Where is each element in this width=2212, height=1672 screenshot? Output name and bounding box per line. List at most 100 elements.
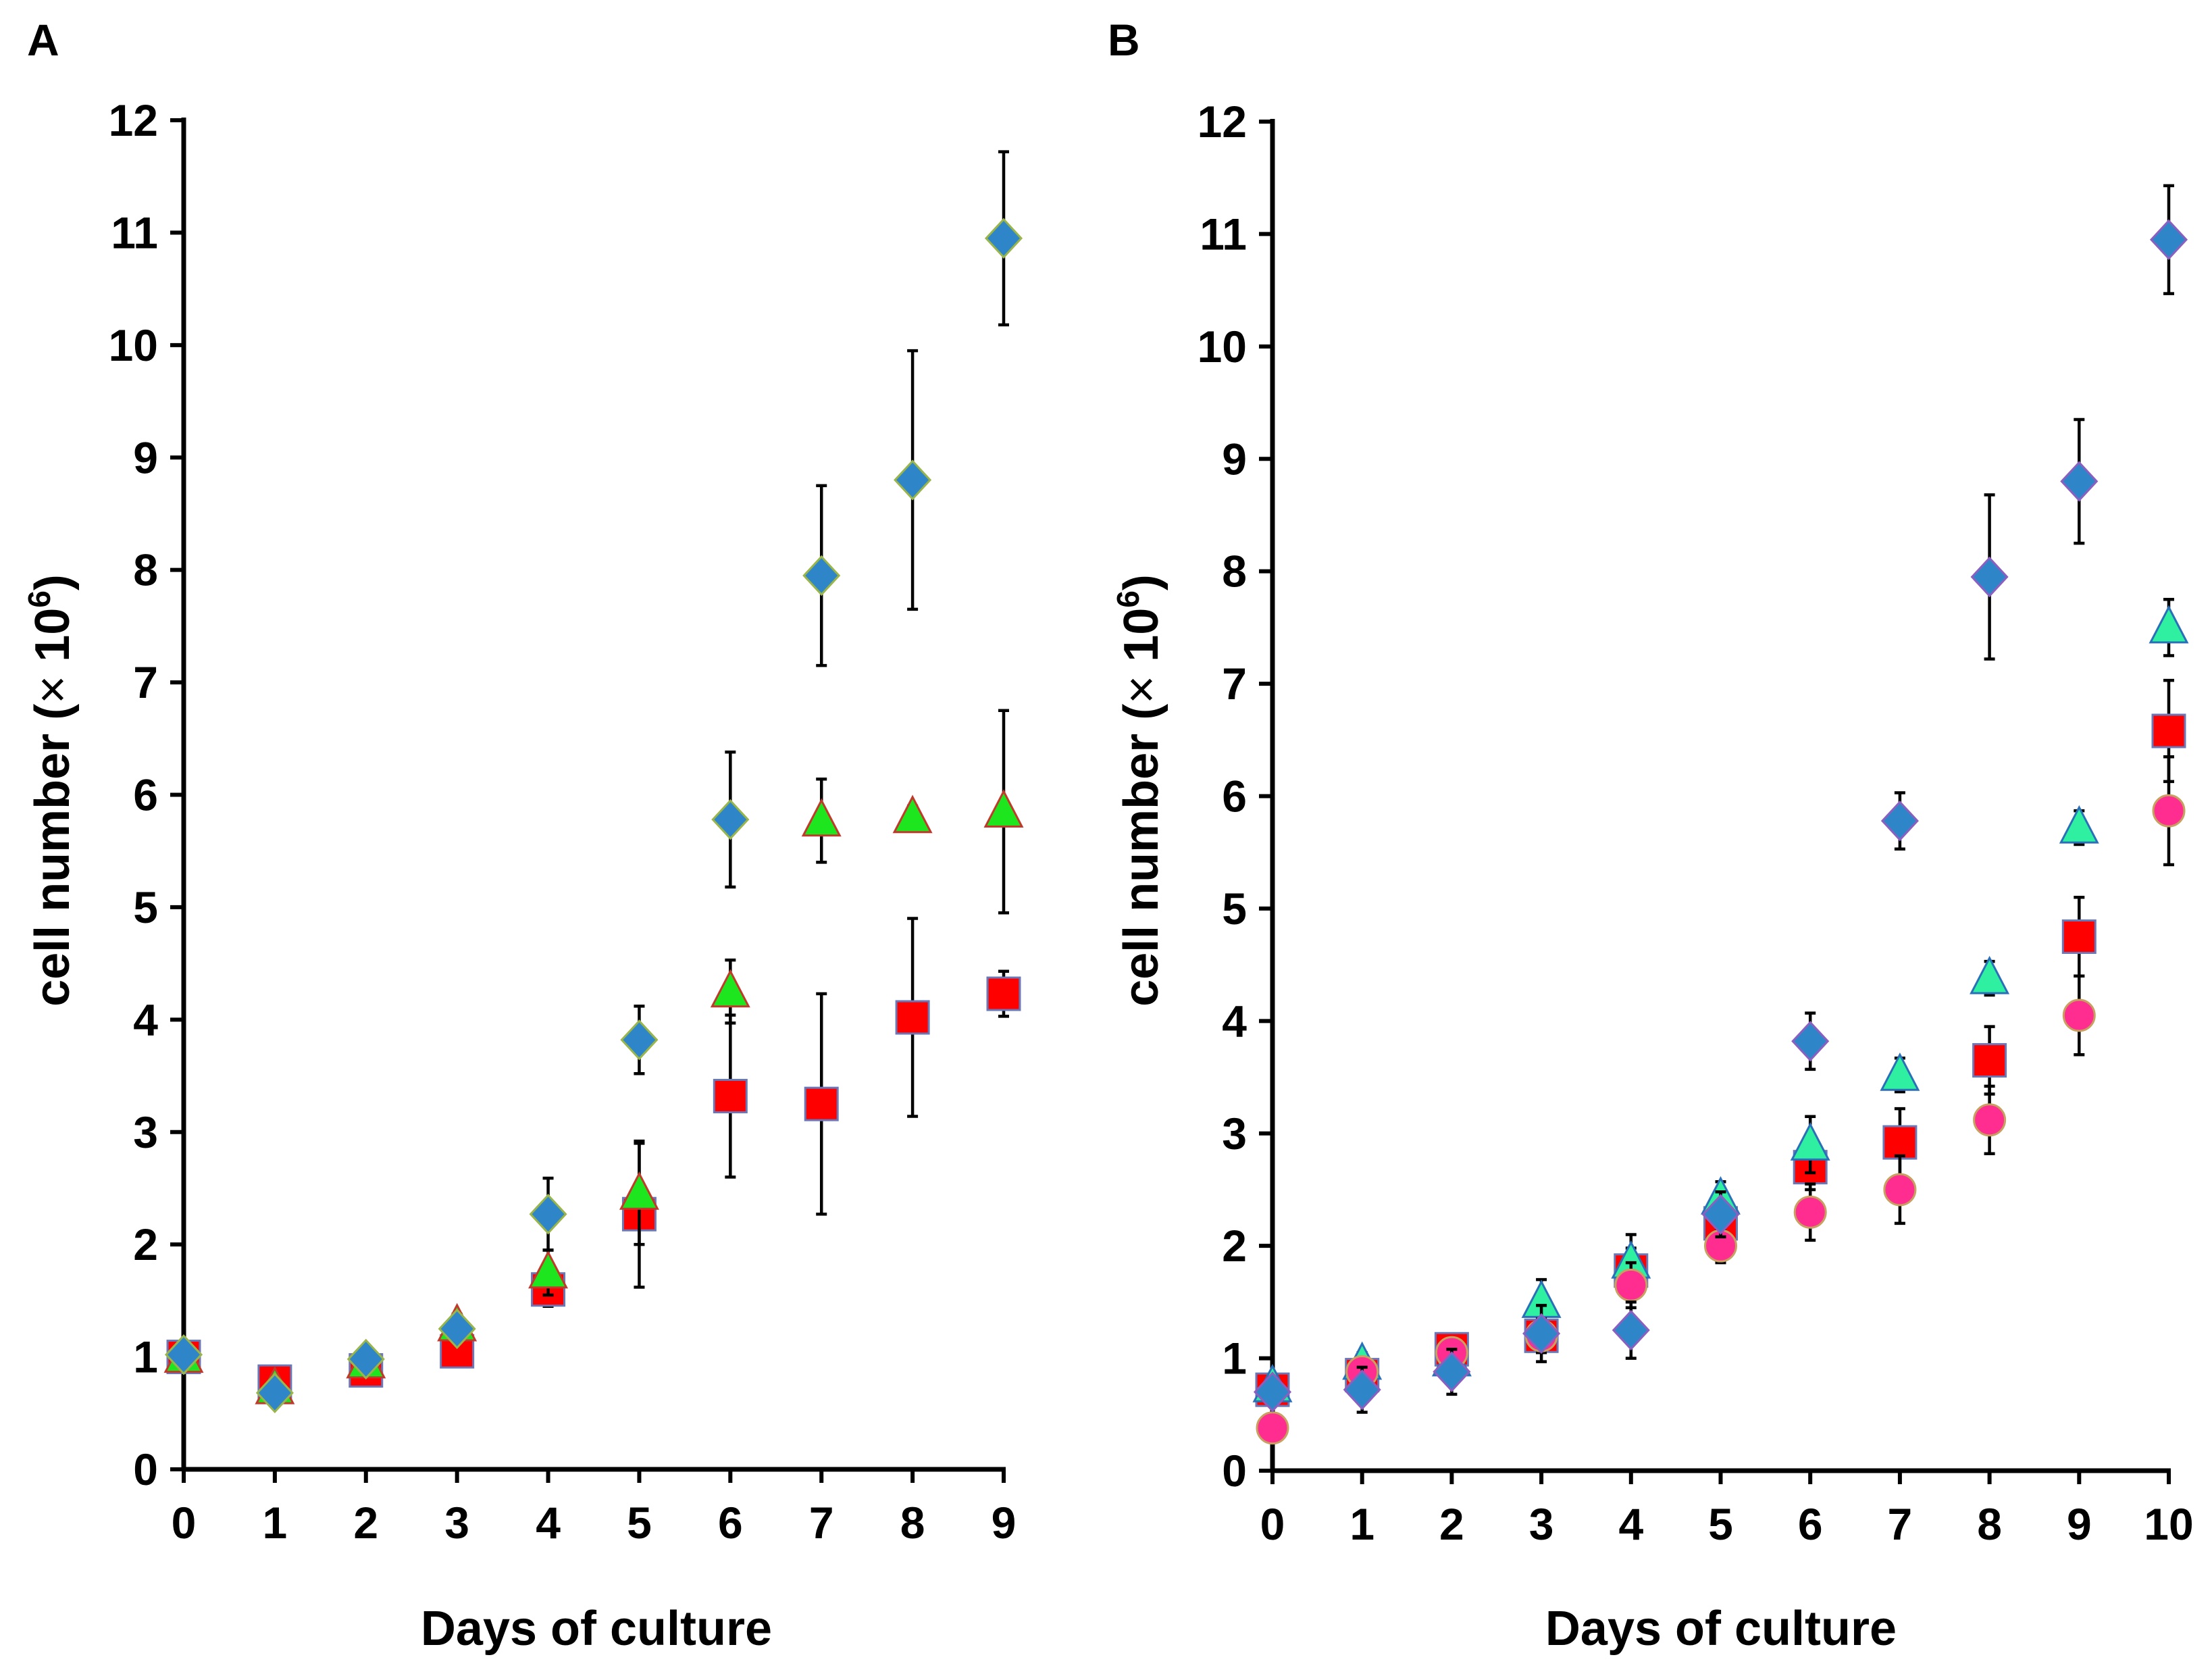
y-tick-label-a: 0	[133, 1444, 158, 1494]
y-tick-label-a: 3	[133, 1107, 158, 1157]
diamond-point-a	[620, 1019, 659, 1061]
triangle-point-b	[1970, 955, 2010, 994]
x-axis-label-a: Days of culture	[421, 1602, 772, 1656]
triangle-point-a	[983, 789, 1024, 828]
diamond-point-a	[255, 1372, 294, 1414]
y-tick-label-b: 2	[1222, 1221, 1247, 1271]
y-tick-label-a: 12	[109, 95, 158, 145]
triangle-point-b	[1880, 1052, 1920, 1091]
diamond-point-a	[894, 459, 932, 501]
diamond-point-a	[346, 1338, 385, 1380]
circle-point-b	[1973, 1103, 2007, 1137]
diamond-point-b	[1791, 1021, 1830, 1062]
y-tick-label-b: 3	[1222, 1109, 1247, 1159]
y-tick-label-b: 10	[1198, 322, 1247, 372]
y-axis-label-b: cell number (× 106)	[1110, 574, 1168, 1007]
y-tick-label-b: 4	[1222, 996, 1247, 1046]
panel-label-a: A	[27, 15, 59, 65]
circle-point-b	[2152, 794, 2186, 828]
x-tick-label-b: 2	[1439, 1499, 1464, 1549]
circle-point-b	[1793, 1195, 1827, 1229]
y-tick-label-b: 6	[1222, 771, 1247, 821]
triangle-point-a	[528, 1250, 569, 1289]
x-tick-label-a: 0	[172, 1498, 197, 1548]
y-tick-label-a: 2	[133, 1219, 158, 1269]
circle-point-b	[2062, 998, 2096, 1032]
x-axis-label-b: Days of culture	[1545, 1602, 1897, 1656]
diamond-point-b	[1880, 800, 1919, 842]
square-point-b	[2151, 713, 2186, 749]
x-tick-label-b: 7	[1888, 1499, 1913, 1549]
triangle-point-a	[619, 1171, 659, 1210]
x-tick-label-b: 1	[1349, 1499, 1374, 1549]
triangle-point-a	[801, 798, 842, 837]
circle-point-b	[1883, 1173, 1917, 1207]
diamond-point-b	[1970, 556, 2009, 598]
triangle-point-a	[710, 969, 750, 1008]
diamond-point-a	[984, 218, 1023, 259]
y-tick-label-a: 11	[111, 207, 158, 257]
x-tick-label-a: 1	[263, 1498, 288, 1548]
x-tick-label-a: 4	[536, 1498, 561, 1548]
x-tick-label-b: 0	[1260, 1499, 1285, 1549]
x-tick-label-a: 9	[992, 1498, 1017, 1548]
diamond-point-b	[1612, 1309, 1650, 1351]
x-tick-label-a: 8	[900, 1498, 925, 1548]
x-tick-label-b: 4	[1618, 1499, 1643, 1549]
square-point-b	[1972, 1043, 2007, 1078]
square-point-b	[1882, 1125, 1918, 1160]
y-tick-label-b: 12	[1198, 97, 1247, 147]
x-tick-label-b: 9	[2067, 1499, 2092, 1549]
y-tick-label-b: 7	[1222, 659, 1247, 709]
triangle-point-b	[1790, 1122, 1830, 1161]
diamond-point-b	[1343, 1369, 1381, 1411]
diamond-point-b	[1433, 1351, 1471, 1392]
y-tick-label-a: 7	[133, 657, 158, 707]
x-tick-label-b: 6	[1798, 1499, 1823, 1549]
y-tick-label-b: 8	[1222, 547, 1247, 597]
square-point-a	[895, 1000, 930, 1035]
y-tick-label-b: 5	[1222, 884, 1247, 934]
circle-point-b	[1614, 1268, 1648, 1302]
diamond-point-b	[2149, 219, 2188, 260]
y-tick-label-a: 5	[133, 882, 158, 932]
diamond-point-b	[1522, 1313, 1561, 1354]
diamond-point-a	[802, 555, 841, 597]
y-tick-label-a: 10	[109, 320, 158, 370]
x-tick-label-a: 6	[718, 1498, 743, 1548]
diamond-point-a	[438, 1308, 476, 1350]
triangle-point-b	[2149, 605, 2189, 644]
diamond-point-b	[2060, 461, 2099, 502]
x-tick-label-a: 7	[809, 1498, 834, 1548]
square-point-a	[986, 976, 1021, 1011]
y-tick-label-b: 11	[1200, 209, 1247, 259]
x-tick-label-b: 8	[1977, 1499, 2002, 1549]
x-tick-label-b: 3	[1529, 1499, 1554, 1549]
x-tick-label-a: 2	[353, 1498, 378, 1548]
y-tick-label-a: 4	[133, 994, 158, 1044]
y-tick-label-b: 9	[1222, 434, 1247, 484]
panel-b: B cell number (× 106) Days of culture 0 1…	[1108, 15, 2194, 1656]
diamond-point-b	[1253, 1371, 1292, 1413]
x-tick-label-a: 5	[627, 1498, 652, 1548]
y-tick-label-a: 9	[133, 432, 158, 482]
panel-label-b: B	[1108, 15, 1140, 65]
panel-a: A cell number (× 106) Days of culture 0 1…	[22, 15, 1024, 1656]
diamond-point-b	[1701, 1194, 1740, 1235]
square-point-a	[713, 1078, 748, 1113]
square-point-a	[804, 1086, 839, 1121]
triangle-point-a	[892, 794, 933, 834]
x-tick-label-b: 10	[2144, 1499, 2193, 1549]
diamond-point-a	[529, 1194, 567, 1235]
y-tick-label-a: 1	[133, 1332, 158, 1382]
x-tick-label-a: 3	[444, 1498, 469, 1548]
y-tick-label-a: 6	[133, 770, 158, 820]
diamond-point-a	[711, 799, 750, 840]
square-point-b	[2061, 919, 2097, 955]
y-axis-label-a: cell number (× 106)	[22, 574, 80, 1007]
y-tick-label-a: 8	[133, 545, 158, 595]
y-tick-label-b: 0	[1222, 1446, 1247, 1496]
circle-point-b	[1256, 1411, 1289, 1445]
diamond-point-a	[164, 1334, 203, 1375]
